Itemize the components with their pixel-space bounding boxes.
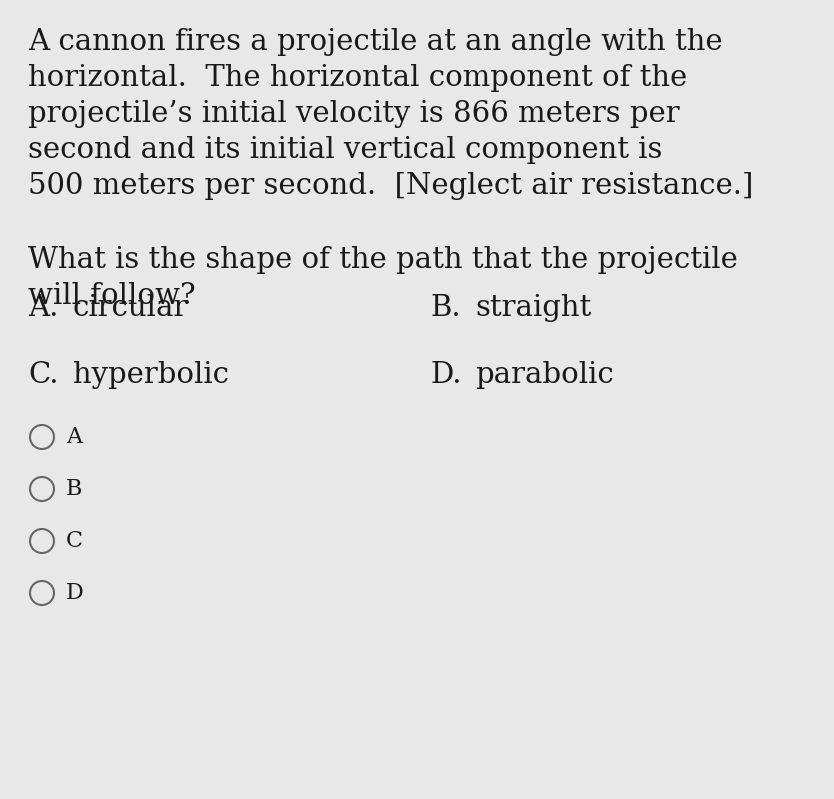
Text: horizontal.  The horizontal component of the: horizontal. The horizontal component of … <box>28 64 687 92</box>
Text: 500 meters per second.  [Neglect air resistance.]: 500 meters per second. [Neglect air resi… <box>28 172 753 200</box>
Text: circular: circular <box>73 294 188 322</box>
Text: What is the shape of the path that the projectile: What is the shape of the path that the p… <box>28 246 738 274</box>
Text: A.: A. <box>28 294 58 322</box>
Text: straight: straight <box>475 294 591 322</box>
Text: C.: C. <box>28 361 58 389</box>
Text: D.: D. <box>430 361 461 389</box>
Text: parabolic: parabolic <box>475 361 614 389</box>
Text: B.: B. <box>430 294 460 322</box>
Text: C: C <box>66 530 83 552</box>
Text: A: A <box>66 426 82 448</box>
Text: second and its initial vertical component is: second and its initial vertical componen… <box>28 136 662 164</box>
Text: projectile’s initial velocity is 866 meters per: projectile’s initial velocity is 866 met… <box>28 100 680 128</box>
Text: hyperbolic: hyperbolic <box>73 361 229 389</box>
Text: D: D <box>66 582 83 604</box>
Text: will follow?: will follow? <box>28 282 196 310</box>
Text: B: B <box>66 478 83 500</box>
Text: A cannon fires a projectile at an angle with the: A cannon fires a projectile at an angle … <box>28 28 722 56</box>
